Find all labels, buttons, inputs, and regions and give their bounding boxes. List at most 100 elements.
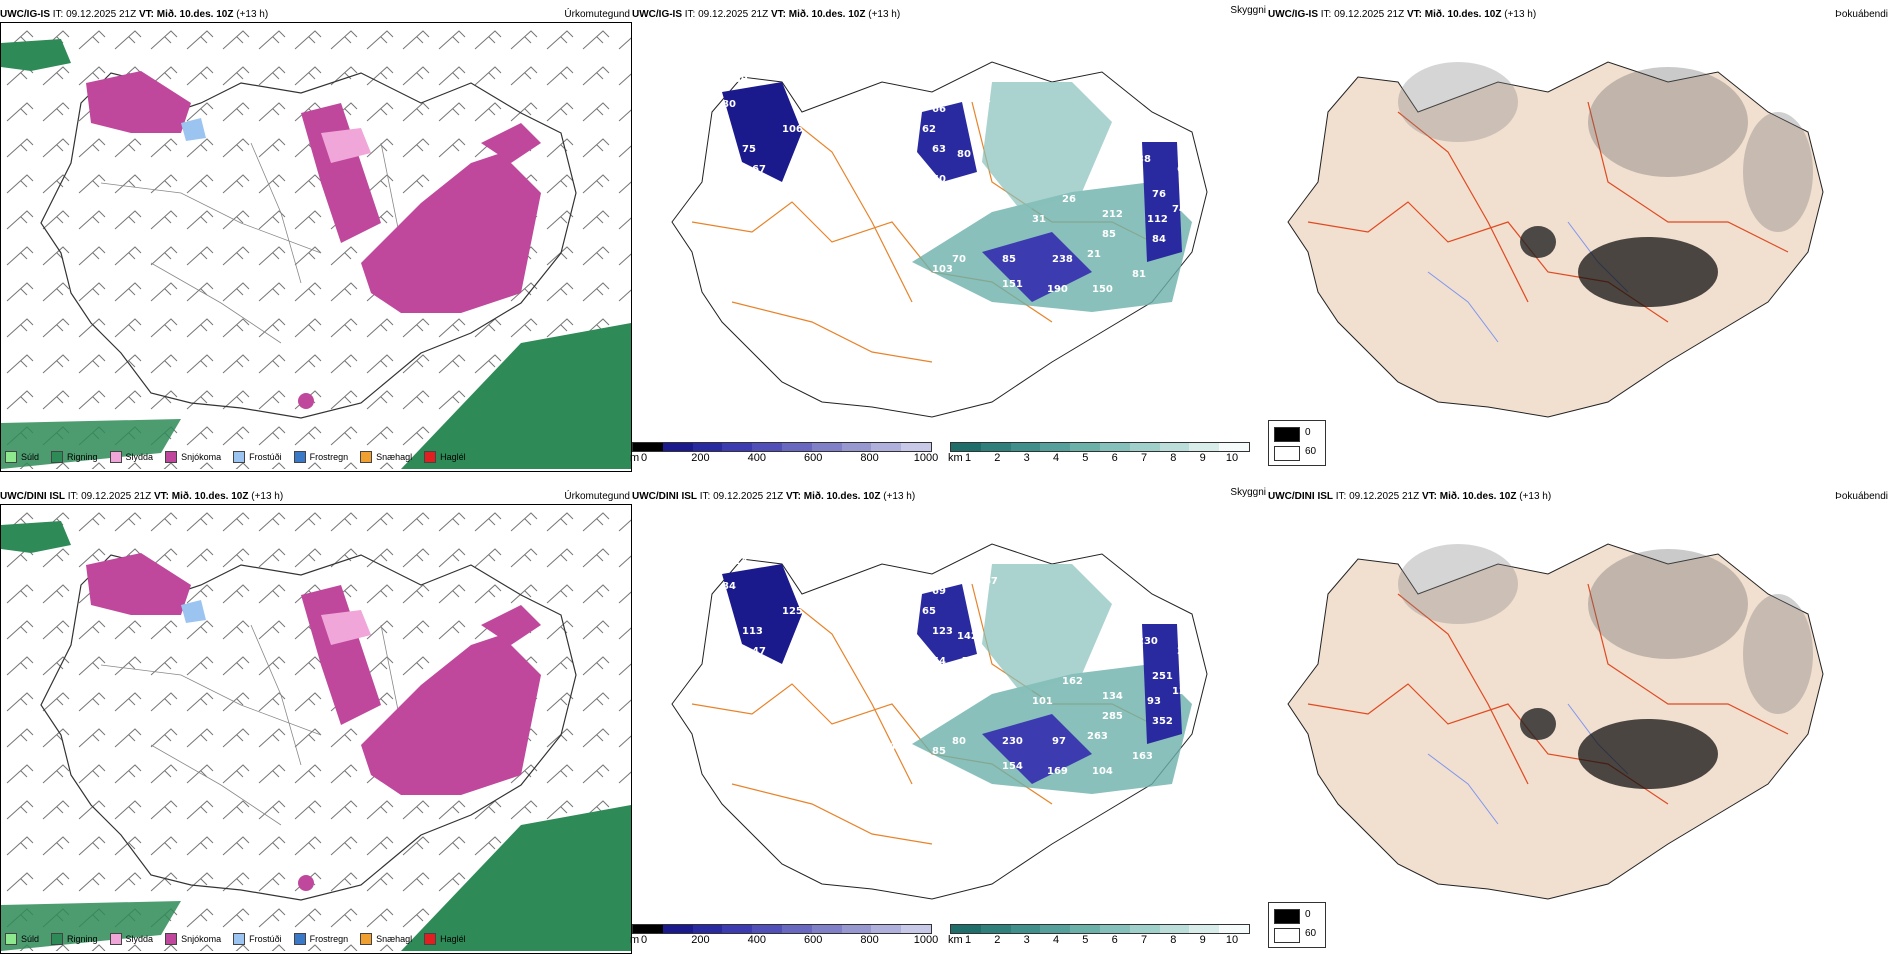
visibility-colorbar: 1 2 3 4 5 6 7 8 9 10 km bbox=[948, 442, 1250, 464]
ceiling-value-label: 190 bbox=[1047, 284, 1068, 295]
fog-legend-dark: 0 bbox=[1305, 909, 1311, 920]
precip-legend-item: Snjókoma bbox=[165, 933, 221, 945]
precip-title: Úrkomutegund bbox=[564, 9, 630, 20]
precip-map-svg bbox=[1, 23, 631, 469]
visibility-colorbar-swatches bbox=[950, 442, 1250, 452]
colorbar-swatch bbox=[1159, 925, 1190, 933]
visibility-colorbar-swatches bbox=[950, 924, 1250, 934]
legend-swatch bbox=[165, 933, 178, 945]
ceiling-value-label: 80 bbox=[957, 149, 971, 160]
colorbar-swatch bbox=[1189, 443, 1220, 451]
colorbar-tick: 1000 bbox=[913, 452, 939, 464]
precip-legend-item: Súld bbox=[5, 933, 39, 945]
colorbar-swatch bbox=[1219, 443, 1249, 451]
colorbar-tick: 800 bbox=[860, 452, 879, 464]
visibility-map: 139 80 111 106 75 67 97 66 62 63 80 60 62 85 31 26 212 21… bbox=[632, 22, 1268, 442]
colorbar-tick: 10 bbox=[1225, 934, 1239, 946]
header-model: UWC/DINI ISL bbox=[632, 491, 697, 502]
header-vt-label: VT: bbox=[1406, 9, 1422, 20]
colorbar-swatch bbox=[980, 443, 1011, 451]
ceiling-value-label: 113 bbox=[742, 626, 763, 637]
ceiling-value-label: 825 bbox=[1012, 796, 1033, 807]
fog-title: Þokuábendi bbox=[1835, 9, 1888, 20]
legend-swatch bbox=[51, 933, 64, 945]
colorbar-swatch bbox=[1010, 443, 1041, 451]
colorbar-swatch bbox=[1010, 925, 1041, 933]
ceiling-value-label: 104 bbox=[1092, 766, 1113, 777]
legend-label: Haglél bbox=[440, 934, 466, 944]
colorbar-tick: 400 bbox=[747, 452, 766, 464]
model-name: UWC/DINI ISL bbox=[0, 491, 65, 502]
legend-swatch bbox=[5, 451, 17, 463]
header-vt-value: Mið. 10.des. 10Z bbox=[788, 9, 866, 20]
fog-header: UWC/IG-IS IT: 09.12.2025 21Z VT: Mið. 10… bbox=[1268, 8, 1900, 22]
header-it-label: IT: bbox=[1335, 491, 1347, 502]
legend-label: Snjókoma bbox=[181, 934, 222, 944]
colorbar-swatch bbox=[811, 443, 842, 451]
colorbar-tick: 600 bbox=[804, 934, 823, 946]
visibility-map-svg: 139 80 111 106 75 67 97 66 62 63 80 60 62 85 31 26 212 21… bbox=[632, 22, 1268, 442]
legend-label: Frostregn bbox=[309, 934, 349, 944]
fog-legend: 0 60 bbox=[1268, 420, 1326, 466]
ceiling-value-label: 84 bbox=[722, 581, 736, 592]
header-vt-value: Mið. 10.des. 10Z bbox=[1424, 9, 1502, 20]
ceiling-value-label: 112 bbox=[1147, 214, 1168, 225]
ceiling-value-label: 70 bbox=[952, 254, 966, 265]
ceiling-value-label: 123 bbox=[932, 626, 953, 637]
colorbar-swatch bbox=[1099, 925, 1130, 933]
ceiling-value-label: 84 bbox=[782, 666, 796, 677]
ceiling-value-labels: 114 84 96 125 113 47 84 69 65 123 142 54 167 230 101 16… bbox=[712, 556, 1198, 807]
precip-legend-item: Frostúði bbox=[233, 933, 282, 945]
ceiling-value-label: 76 bbox=[962, 656, 976, 667]
ceiling-value-label: 18 bbox=[1012, 314, 1026, 325]
colorbar-tick: 1000 bbox=[913, 934, 939, 946]
colorbar-tick: 200 bbox=[691, 452, 710, 464]
colorbar-swatch bbox=[980, 925, 1011, 933]
ceiling-value-label: 54 bbox=[932, 656, 946, 667]
fog-legend-light: 60 bbox=[1305, 928, 1317, 939]
colorbar-swatch bbox=[692, 925, 723, 933]
ceiling-value-label: 134 bbox=[1102, 691, 1123, 702]
ceiling-value-label: 38 bbox=[1137, 154, 1151, 165]
visibility-title: Skyggni bbox=[1230, 5, 1266, 16]
ceiling-value-label: 230 bbox=[1137, 636, 1158, 647]
header-vt-label: VT: bbox=[1421, 491, 1437, 502]
header-it-label: IT: bbox=[699, 491, 711, 502]
ceiling-value-label: 69 bbox=[932, 586, 946, 597]
ceiling-value-label: 85 bbox=[932, 746, 946, 757]
colorbar-swatch bbox=[722, 443, 753, 451]
legend-label: Snæhagl bbox=[376, 934, 413, 944]
colorbar-swatch bbox=[1129, 443, 1160, 451]
precip-legend-item: Rigning bbox=[51, 451, 98, 463]
precip-panel: UWC/DINI ISL IT: 09.12.2025 21Z VT: Mið.… bbox=[0, 490, 632, 955]
precip-panel: UWC/IG-IS IT: 09.12.2025 21Z VT: Mið. 10… bbox=[0, 8, 632, 473]
legend-swatch bbox=[109, 933, 122, 945]
fog-map-svg bbox=[1268, 22, 1900, 452]
colorbar-swatch bbox=[1189, 925, 1220, 933]
forecast-row-ig-is: UWC/IG-IS IT: 09.12.2025 21Z VT: Mið. 10… bbox=[0, 5, 1900, 473]
precip-legend-item: Snæhagl bbox=[360, 451, 412, 463]
ceiling-value-label: 62 bbox=[922, 124, 936, 135]
ceiling-value-label: 263 bbox=[1087, 731, 1108, 742]
ceiling-value-labels: 139 80 111 106 75 67 97 66 62 63 80 60 62 85 31 26 212 21… bbox=[712, 74, 1191, 325]
ceiling-value-label: 212 bbox=[1102, 209, 1123, 220]
ceiling-value-label: 101 bbox=[1032, 696, 1053, 707]
legend-swatch bbox=[293, 451, 306, 463]
ceiling-value-label: 151 bbox=[1002, 279, 1023, 290]
ceiling-value-label: 12 bbox=[1172, 686, 1186, 697]
visibility-header: UWC/DINI ISL IT: 09.12.2025 21Z VT: Mið.… bbox=[632, 487, 1268, 504]
ceiling-value-label: 285 bbox=[1102, 711, 1123, 722]
precip-legend-item: Rigning bbox=[51, 933, 98, 945]
visibility-colorbar-ticks: 1 2 3 4 5 6 7 8 9 10 bbox=[950, 452, 1250, 464]
visibility-unit: km bbox=[948, 452, 963, 464]
visibility-map: 114 84 96 125 113 47 84 69 65 123 142 54 167 230 101 16… bbox=[632, 504, 1268, 924]
colorbar-swatch bbox=[633, 925, 663, 933]
ceiling-colorbar-swatches bbox=[632, 924, 932, 934]
header-lead: (+13 h) bbox=[1519, 491, 1552, 502]
colorbar-tick: 200 bbox=[691, 934, 710, 946]
ceiling-value-label: 111 bbox=[712, 124, 733, 135]
visibility-unit: km bbox=[948, 934, 963, 946]
ceiling-value-label: 163 bbox=[1132, 751, 1153, 762]
legend-swatch bbox=[165, 451, 178, 463]
header-lead: (+13 h) bbox=[236, 9, 269, 20]
